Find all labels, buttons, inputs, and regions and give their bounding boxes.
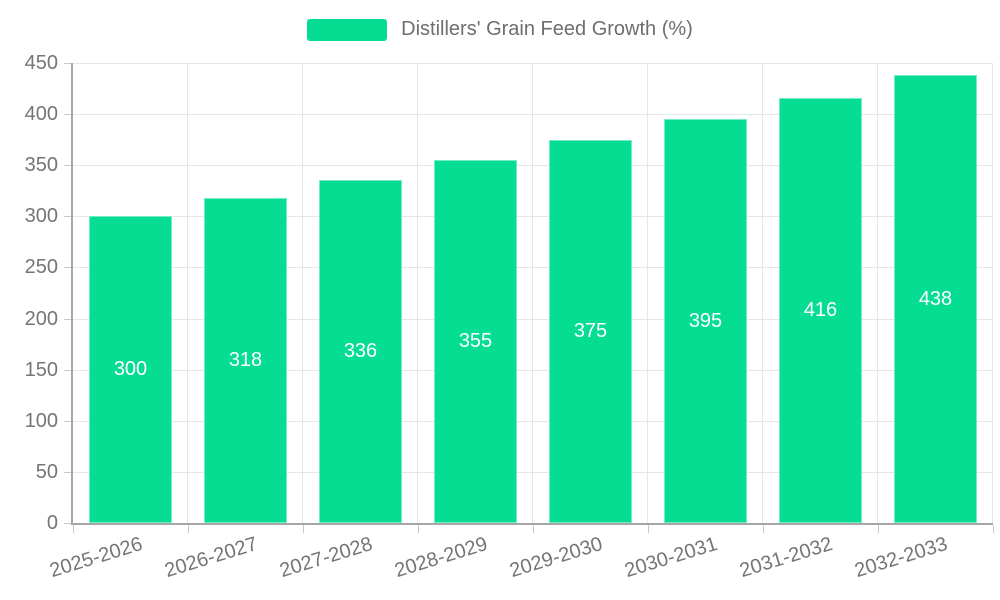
bar-2026-2027[interactable]: 318 bbox=[204, 197, 287, 523]
x-axis-label: 2026-2027 bbox=[162, 533, 260, 583]
gridline-horizontal bbox=[73, 216, 993, 218]
gridline-vertical bbox=[417, 63, 418, 523]
x-axis-tick bbox=[993, 525, 994, 533]
gridline-horizontal bbox=[73, 318, 993, 320]
x-axis-label: 2027-2028 bbox=[277, 533, 375, 583]
gridline-horizontal bbox=[73, 165, 993, 167]
gridline-horizontal bbox=[73, 420, 993, 422]
gridline-vertical bbox=[762, 63, 763, 523]
plot-area: 300 318 336 355 375 395 416 438 bbox=[71, 63, 993, 525]
gridline-horizontal bbox=[73, 267, 993, 269]
y-axis-tick bbox=[64, 165, 71, 167]
gridline-vertical bbox=[302, 63, 303, 523]
bar-2031-2032[interactable]: 416 bbox=[779, 97, 862, 523]
gridline-vertical bbox=[647, 63, 648, 523]
bar-2027-2028[interactable]: 336 bbox=[319, 179, 402, 523]
x-axis-label: 2030-2031 bbox=[622, 533, 720, 583]
x-axis-tick bbox=[303, 525, 304, 533]
y-axis-label: 450 bbox=[24, 52, 58, 74]
bar-value-label: 318 bbox=[228, 348, 263, 371]
bar-value-label: 300 bbox=[113, 358, 148, 381]
gridline-horizontal bbox=[73, 63, 993, 64]
bar-2032-2033[interactable]: 438 bbox=[894, 75, 977, 523]
y-axis-label: 50 bbox=[35, 460, 58, 483]
bar-2025-2026[interactable]: 300 bbox=[89, 216, 172, 523]
y-axis-tick bbox=[64, 523, 71, 524]
gridline-vertical bbox=[532, 63, 533, 523]
bar-value-label: 336 bbox=[343, 339, 378, 362]
gridline-vertical bbox=[877, 63, 878, 523]
y-axis-tick bbox=[64, 471, 71, 473]
y-axis-label: 200 bbox=[24, 307, 58, 330]
gridline-horizontal bbox=[73, 114, 993, 116]
y-axis-label: 250 bbox=[24, 256, 58, 279]
x-axis-tick bbox=[648, 525, 649, 533]
gridline-horizontal bbox=[73, 369, 993, 371]
y-axis-label: 350 bbox=[24, 154, 58, 177]
x-axis-tick bbox=[188, 525, 189, 533]
x-axis-tick bbox=[418, 525, 419, 533]
bar-value-label: 416 bbox=[803, 298, 838, 321]
gridline-vertical bbox=[992, 63, 993, 523]
x-axis-label: 2031-2032 bbox=[737, 533, 835, 583]
bar-2030-2031[interactable]: 395 bbox=[664, 119, 747, 523]
x-axis-label: 2028-2029 bbox=[392, 533, 490, 583]
bar-value-label: 395 bbox=[688, 309, 723, 332]
y-axis-tick bbox=[64, 114, 71, 116]
bar-2028-2029[interactable]: 355 bbox=[434, 160, 517, 523]
y-axis-label: 300 bbox=[24, 205, 58, 228]
bar-2029-2030[interactable]: 375 bbox=[549, 139, 632, 523]
y-axis-tick bbox=[64, 216, 71, 218]
bar-value-label: 438 bbox=[918, 287, 953, 310]
y-axis-tick bbox=[64, 267, 71, 269]
bar-value-label: 355 bbox=[458, 330, 493, 353]
y-axis-tick bbox=[64, 369, 71, 371]
y-axis-tick bbox=[64, 420, 71, 422]
y-axis-label: 400 bbox=[24, 103, 58, 126]
legend[interactable]: Distillers' Grain Feed Growth (%) bbox=[0, 18, 1000, 41]
x-axis-label: 2025-2026 bbox=[47, 533, 145, 583]
x-axis-tick bbox=[533, 525, 534, 533]
y-axis-label: 100 bbox=[24, 409, 58, 432]
bar-value-label: 375 bbox=[573, 319, 608, 342]
legend-label: Distillers' Grain Feed Growth (%) bbox=[401, 18, 693, 40]
y-axis-label: 0 bbox=[46, 512, 58, 534]
x-axis-tick bbox=[878, 525, 879, 533]
y-axis-tick bbox=[64, 318, 71, 320]
legend-swatch bbox=[307, 18, 388, 41]
x-axis-label: 2029-2030 bbox=[507, 533, 605, 583]
x-axis-tick bbox=[763, 525, 764, 533]
gridline-horizontal bbox=[73, 471, 993, 473]
y-axis-label: 150 bbox=[24, 358, 58, 381]
gridline-vertical bbox=[187, 63, 188, 523]
x-axis-tick bbox=[73, 525, 74, 533]
y-axis-tick bbox=[64, 63, 71, 64]
x-axis-label: 2032-2033 bbox=[852, 533, 950, 583]
